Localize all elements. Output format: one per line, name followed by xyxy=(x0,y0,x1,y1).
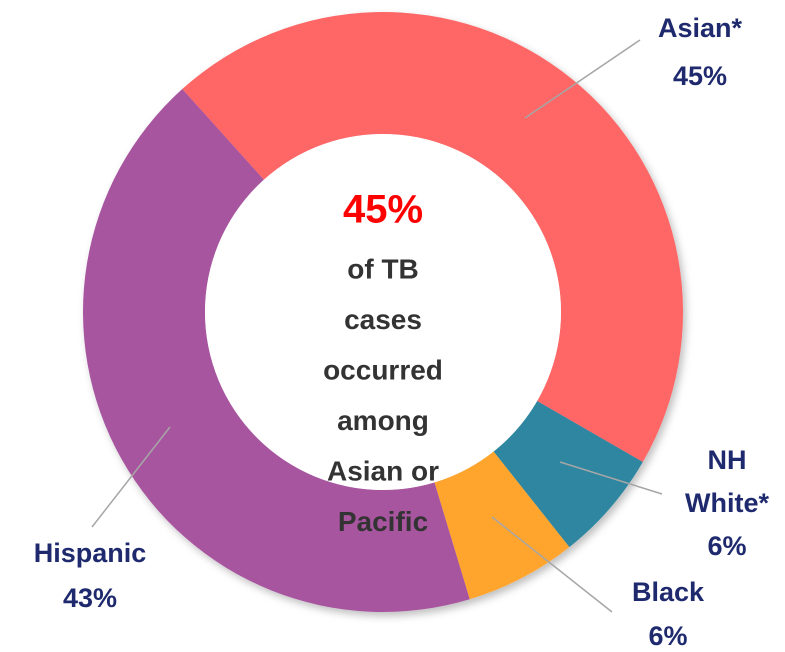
donut-segment xyxy=(82,89,470,613)
category-label-line: NH xyxy=(708,445,747,475)
center-text: cases xyxy=(344,304,422,335)
category-label: NH White* xyxy=(685,445,769,518)
center-text: Asian or xyxy=(327,455,439,486)
center-text: Pacific xyxy=(338,506,428,537)
category-label-line: White* xyxy=(685,488,769,518)
donut-segment xyxy=(182,11,684,462)
donut-segment xyxy=(493,401,643,548)
value-label: 6% xyxy=(707,531,746,561)
center-value: 45% xyxy=(343,188,423,232)
leader-line xyxy=(491,516,613,613)
center-text: occurred xyxy=(323,354,443,385)
leader-line xyxy=(91,426,171,528)
leader-line xyxy=(524,39,641,119)
center-text: among xyxy=(337,405,429,436)
value-label: 43% xyxy=(63,583,117,613)
category-label: Hispanic xyxy=(34,538,147,568)
value-label: 6% xyxy=(648,621,687,651)
category-label-line: Asian* xyxy=(658,13,743,43)
category-label-line: Hispanic xyxy=(34,538,147,568)
leader-line xyxy=(559,461,663,495)
value-label: 45% xyxy=(673,61,727,91)
category-label: Black xyxy=(632,577,705,607)
donut-hole xyxy=(205,134,561,490)
donut-ring xyxy=(82,11,684,613)
category-label-line: Black xyxy=(632,577,705,607)
category-label: Asian* xyxy=(658,13,743,43)
center-text: of TB xyxy=(347,253,419,284)
labels: Asian*45%NH White*6%Black6%Hispanic43%45%… xyxy=(34,13,770,651)
